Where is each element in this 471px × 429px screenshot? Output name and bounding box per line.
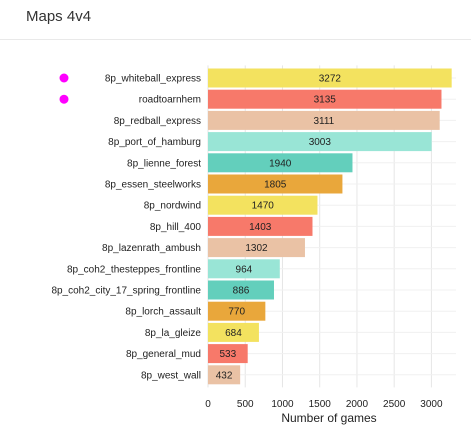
category-label: 8p_coh2_city_17_spring_frontline xyxy=(51,286,201,297)
bar-value-label: 684 xyxy=(225,328,242,339)
bar[interactable] xyxy=(208,280,274,300)
bar[interactable] xyxy=(208,89,442,109)
card-title: Maps 4v4 xyxy=(26,8,92,25)
bars-layer xyxy=(208,68,452,385)
bar[interactable] xyxy=(208,174,343,194)
x-tick-label: 1000 xyxy=(271,399,294,410)
x-axis: 0 500 1000 1500 2000 2500 3000 xyxy=(205,399,443,410)
bar-value-label: 533 xyxy=(220,349,237,360)
x-tick-label: 1500 xyxy=(309,399,332,410)
bar[interactable] xyxy=(208,132,432,152)
bar-value-label: 1470 xyxy=(252,201,275,212)
bar-chart: 3272 8p_whiteball_express 3135 roadtoarnhem… xyxy=(51,65,456,425)
bar[interactable] xyxy=(208,153,353,173)
card-header: Maps 4v4 xyxy=(0,0,471,40)
bar[interactable] xyxy=(208,344,248,364)
bar-value-label: 3135 xyxy=(314,95,337,106)
x-tick-label: 3000 xyxy=(420,399,443,410)
labels-layer: 3272 8p_whiteball_express 3135 roadtoarnhem… xyxy=(51,74,341,382)
x-tick-label: 2000 xyxy=(346,399,369,410)
bar[interactable] xyxy=(208,238,305,258)
bar-value-label: 432 xyxy=(216,370,233,381)
bar[interactable] xyxy=(208,68,452,88)
bar[interactable] xyxy=(208,301,266,321)
bar-value-label: 1805 xyxy=(264,180,287,191)
bar[interactable] xyxy=(208,195,318,215)
bar-value-label: 770 xyxy=(228,307,245,318)
bar[interactable] xyxy=(208,259,280,279)
x-axis-title: Number of games xyxy=(281,411,376,425)
category-label: 8p_general_mud xyxy=(126,349,201,360)
highlight-marker xyxy=(59,73,69,83)
bar-value-label: 3111 xyxy=(313,116,334,127)
x-tick-label: 500 xyxy=(237,399,254,410)
bar-value-label: 3003 xyxy=(309,137,332,148)
category-label: 8p_essen_steelworks xyxy=(105,180,201,191)
category-label: 8p_west_wall xyxy=(141,370,201,381)
category-label: roadtoarnhem xyxy=(139,95,201,106)
bar[interactable] xyxy=(208,216,313,236)
category-label: 8p_lienne_forest xyxy=(127,158,201,169)
category-label: 8p_hill_400 xyxy=(150,222,202,233)
bar[interactable] xyxy=(208,110,440,130)
x-tick-label: 0 xyxy=(205,399,211,410)
x-tick-label: 2500 xyxy=(383,399,406,410)
bar-value-label: 886 xyxy=(233,286,250,297)
category-label: 8p_la_gleize xyxy=(145,328,202,339)
category-label: 8p_redball_express xyxy=(114,116,201,127)
bar-value-label: 3272 xyxy=(319,74,342,85)
category-label: 8p_nordwind xyxy=(144,201,201,212)
bar[interactable] xyxy=(208,322,259,342)
bar-value-label: 1940 xyxy=(269,158,292,169)
category-label: 8p_whiteball_express xyxy=(105,74,201,85)
bar-value-label: 964 xyxy=(236,264,253,275)
bar-value-label: 1403 xyxy=(249,222,272,233)
markers-layer xyxy=(59,73,69,104)
bar[interactable] xyxy=(208,365,241,385)
category-label: 8p_lorch_assault xyxy=(125,307,201,318)
category-label: 8p_port_of_hamburg xyxy=(108,137,201,148)
bar-value-label: 1302 xyxy=(245,243,268,254)
highlight-marker xyxy=(59,94,69,104)
category-label: 8p_lazenrath_ambush xyxy=(102,243,201,254)
category-label: 8p_coh2_thesteppes_frontline xyxy=(67,264,201,275)
